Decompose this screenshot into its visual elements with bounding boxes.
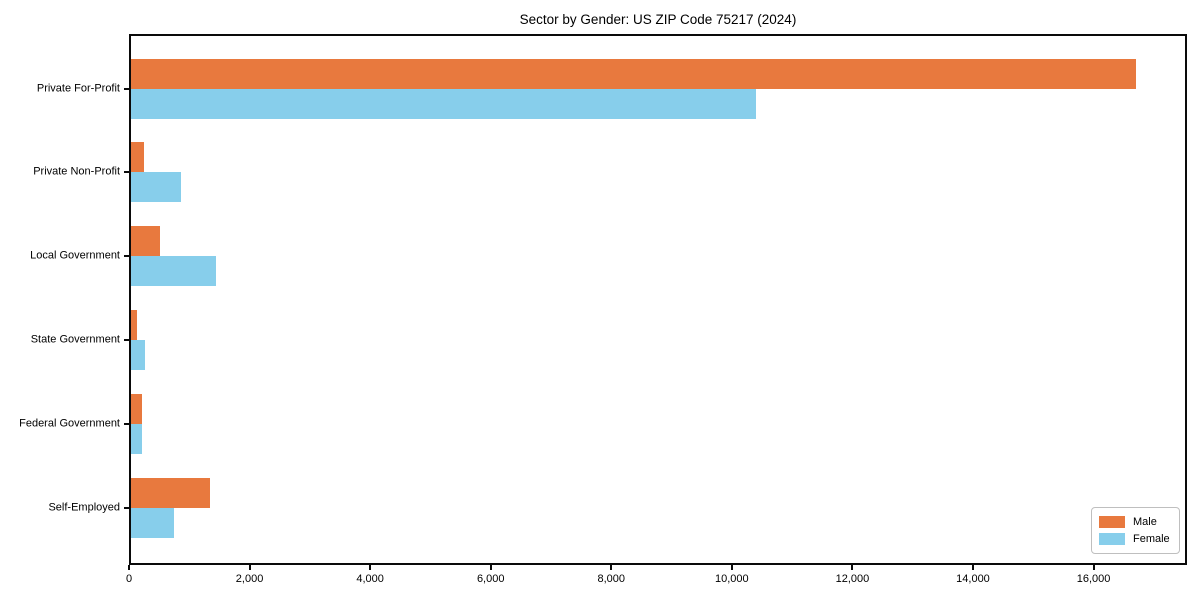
ytick-mark-3 xyxy=(124,339,129,342)
xtick-label-1: 2,000 xyxy=(235,573,264,585)
chart-title: Sector by Gender: US ZIP Code 75217 (202… xyxy=(519,12,797,27)
bar-female-4 xyxy=(129,424,142,455)
bar-female-5 xyxy=(129,508,174,538)
xtick-mark-2 xyxy=(369,565,372,570)
ytick-mark-5 xyxy=(124,507,129,509)
xtick-label-5: 10,000 xyxy=(715,573,749,585)
ytick-label-4: Federal Government xyxy=(19,417,120,430)
bar-male-5 xyxy=(129,478,211,508)
xtick-mark-5 xyxy=(730,565,733,570)
legend-swatch-male xyxy=(1099,516,1125,528)
bar-female-3 xyxy=(129,340,145,371)
bar-male-1 xyxy=(129,142,145,173)
xtick-label-0: 0 xyxy=(125,573,133,585)
xtick-label-3: 6,000 xyxy=(476,573,505,585)
legend-label-male: Male xyxy=(1133,516,1157,528)
xtick-mark-1 xyxy=(248,565,251,570)
legend-item-male: Male xyxy=(1099,516,1172,528)
xtick-mark-8 xyxy=(1092,565,1095,570)
xtick-label-2: 4,000 xyxy=(356,573,384,585)
ytick-label-0: Private For-Profit xyxy=(36,82,120,94)
bar-male-3 xyxy=(129,310,138,341)
xtick-label-7: 14,000 xyxy=(956,573,990,585)
ytick-label-5: Self-Employed xyxy=(48,501,120,514)
ytick-mark-4 xyxy=(124,423,129,426)
legend-swatch-female xyxy=(1099,533,1125,545)
xtick-label-8: 16,000 xyxy=(1076,573,1111,585)
legend: Male Female xyxy=(1091,507,1180,554)
xtick-label-4: 8,000 xyxy=(597,573,626,585)
bar-female-0 xyxy=(129,88,756,119)
xtick-mark-3 xyxy=(489,565,492,570)
xtick-mark-6 xyxy=(851,565,854,570)
xtick-label-6: 12,000 xyxy=(835,573,870,585)
ytick-label-3: State Government xyxy=(30,333,120,346)
ytick-mark-2 xyxy=(124,255,129,258)
bar-male-2 xyxy=(129,226,161,257)
xtick-mark-4 xyxy=(610,565,613,570)
bar-male-4 xyxy=(129,394,143,425)
xtick-mark-0 xyxy=(128,565,130,570)
bar-female-1 xyxy=(129,172,182,203)
legend-item-female: Female xyxy=(1099,533,1172,545)
ytick-mark-0 xyxy=(124,87,129,90)
legend-label-female: Female xyxy=(1133,533,1170,545)
xtick-mark-7 xyxy=(971,565,974,570)
ytick-label-1: Private Non-Profit xyxy=(33,165,120,178)
ytick-mark-1 xyxy=(124,171,129,174)
bar-female-2 xyxy=(129,256,217,287)
ytick-label-2: Local Government xyxy=(30,249,120,262)
bar-male-0 xyxy=(129,58,1136,89)
